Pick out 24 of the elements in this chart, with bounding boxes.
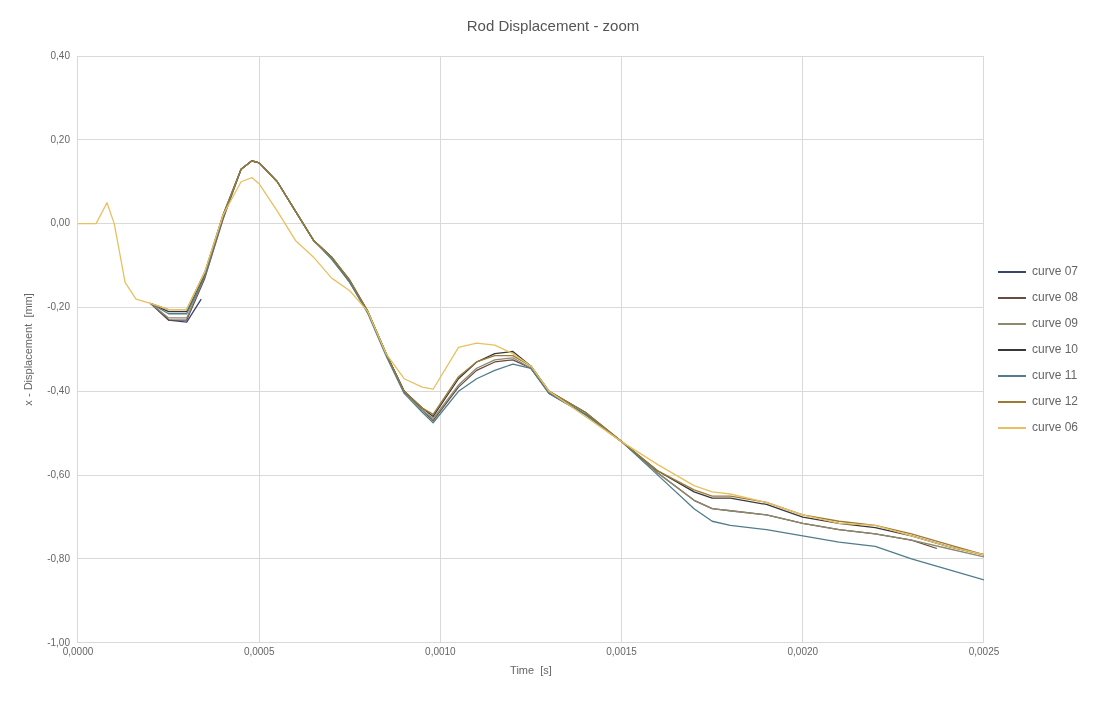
x-tick-label: 0,0010 bbox=[425, 645, 457, 657]
legend-label: curve 06 bbox=[1031, 420, 1079, 435]
y-tick-label: -0,40 bbox=[47, 385, 71, 397]
x-tick-label: 0,0025 bbox=[968, 645, 1000, 657]
y-tick-label: 0,00 bbox=[50, 217, 71, 229]
legend-label: curve 09 bbox=[1031, 316, 1079, 331]
y-tick-label: -0,20 bbox=[47, 301, 71, 313]
legend-label: curve 12 bbox=[1031, 394, 1079, 409]
y-tick-label: 0,40 bbox=[50, 49, 71, 61]
x-tick-label: 0,0015 bbox=[606, 645, 638, 657]
x-tick-label: 0,0000 bbox=[62, 645, 94, 657]
y-tick-label: -0,80 bbox=[47, 552, 71, 564]
x-axis-title: Time [s] bbox=[510, 664, 552, 677]
x-tick-label: 0,0005 bbox=[243, 645, 275, 657]
y-axis-title: x - Displacement [mm] bbox=[21, 293, 34, 406]
legend-label: curve 08 bbox=[1031, 290, 1079, 305]
legend-label: curve 07 bbox=[1031, 264, 1079, 279]
y-tick-label: 0,20 bbox=[50, 133, 71, 145]
legend-label: curve 10 bbox=[1031, 342, 1079, 357]
y-tick-label: -0,60 bbox=[47, 468, 71, 480]
legend-label: curve 11 bbox=[1031, 368, 1078, 383]
x-tick-label: 0,0020 bbox=[787, 645, 819, 657]
y-tick-label: -1,00 bbox=[47, 636, 71, 648]
chart-title: Rod Displacement - zoom bbox=[466, 17, 640, 35]
